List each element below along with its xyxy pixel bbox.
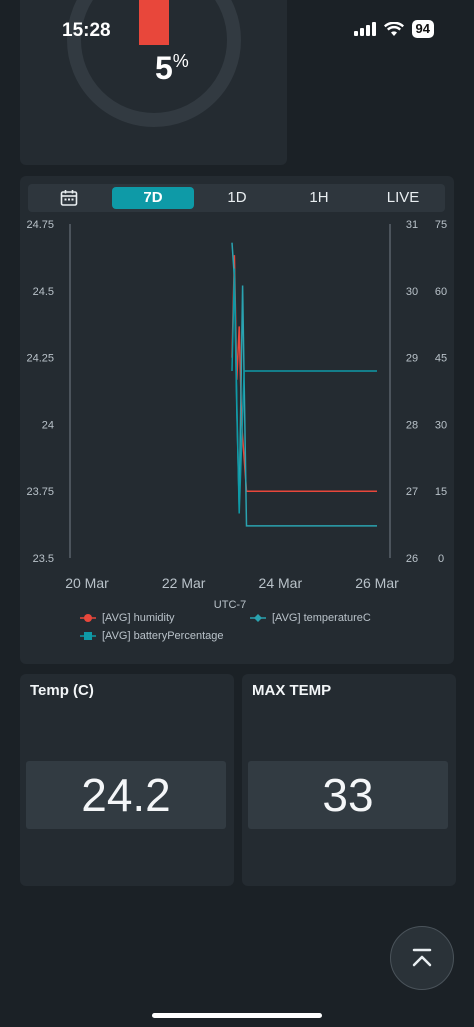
home-indicator (152, 1013, 322, 1018)
y-left-tick-label: 24.75 (26, 219, 54, 231)
range-live-button[interactable]: LIVE (386, 189, 420, 206)
y-right1-tick-label: 26 (406, 553, 418, 565)
series-line-1 (231, 242, 377, 527)
legend-item-temperature[interactable]: [AVG] temperatureC (250, 612, 371, 624)
y-right2-tick-label: 45 (435, 353, 447, 365)
time-range-selector: 7D 1D 1H LIVE (28, 184, 445, 212)
calendar-icon[interactable] (60, 189, 78, 207)
gauge-fill-marker (139, 0, 169, 45)
status-icons: 94 (353, 20, 434, 38)
gauge-value: 5 (155, 50, 173, 86)
y-right2-tick-label: 60 (435, 286, 447, 298)
y-left-tick-label: 23.5 (33, 553, 54, 565)
series-line-0 (231, 255, 377, 492)
legend-item-humidity[interactable]: [AVG] humidity (80, 612, 175, 624)
gauge-unit: % (172, 51, 189, 71)
x-tick-label: 24 Mar (259, 575, 303, 591)
max-temp-card: MAX TEMP 33 (242, 674, 456, 886)
scroll-to-top-button[interactable] (390, 926, 454, 990)
gauge-ring (67, 0, 241, 127)
status-bar: 15:28 94 (0, 0, 474, 60)
y-right2-tick-label: 75 (435, 219, 447, 231)
legend-item-battery[interactable]: [AVG] batteryPercentage (80, 630, 223, 642)
cellular-signal-icon (353, 22, 376, 36)
legend-label-temperature: [AVG] temperatureC (272, 612, 371, 624)
y-right2-tick-label: 0 (438, 553, 444, 565)
legend-marker-temperature (250, 614, 266, 622)
temp-card: Temp (C) 24.2 (20, 674, 234, 886)
temp-value: 24.2 (26, 761, 226, 829)
y-right1-tick-label: 30 (406, 286, 418, 298)
y-right1-tick-label: 28 (406, 419, 418, 431)
scroll-top-icon (412, 948, 432, 967)
y-right2-tick-label: 15 (435, 486, 447, 498)
max-temp-card-title: MAX TEMP (252, 682, 332, 699)
series-line-2 (231, 268, 377, 514)
range-1d-button[interactable]: 1D (227, 189, 247, 206)
legend-label-battery: [AVG] batteryPercentage (102, 630, 224, 642)
legend-marker-humidity (80, 614, 96, 622)
y-right1-tick-label: 29 (406, 353, 418, 365)
range-1h-button[interactable]: 1H (309, 189, 329, 206)
max-temp-value: 33 (248, 761, 448, 829)
line-chart: 24.75 24.5 24.25 24 23.75 23.5 31 30 29 28 27 26 75 6… (26, 219, 447, 611)
y-right1-tick-label: 27 (406, 486, 418, 498)
y-right2-tick-label: 30 (435, 419, 447, 431)
battery-gauge-card: 5% (20, 0, 287, 165)
y-left-tick-label: 24 (42, 419, 54, 431)
range-7d-button[interactable]: 7D (112, 187, 194, 209)
legend-label-humidity: [AVG] humidity (102, 612, 175, 624)
y-left-tick-label: 23.75 (26, 486, 54, 498)
wifi-icon (383, 21, 404, 36)
y-right1-tick-label: 31 (406, 219, 418, 231)
x-tick-label: 22 Mar (162, 575, 206, 591)
y-left-tick-label: 24.25 (26, 353, 54, 365)
x-tick-label: 20 Mar (65, 575, 109, 591)
status-time: 15:28 (62, 20, 111, 41)
battery-indicator: 94 (411, 20, 434, 38)
chart-card: 7D 1D 1H LIVE 24.75 24.5 24.25 24 23.75 23.5 3… (20, 176, 454, 664)
temp-card-title: Temp (C) (30, 682, 94, 699)
timezone-label: UTC-7 (214, 599, 246, 611)
x-tick-label: 26 Mar (355, 575, 399, 591)
y-left-tick-label: 24.5 (33, 286, 54, 298)
gauge-percentage: 5% (155, 50, 189, 87)
legend-marker-battery (80, 632, 96, 640)
